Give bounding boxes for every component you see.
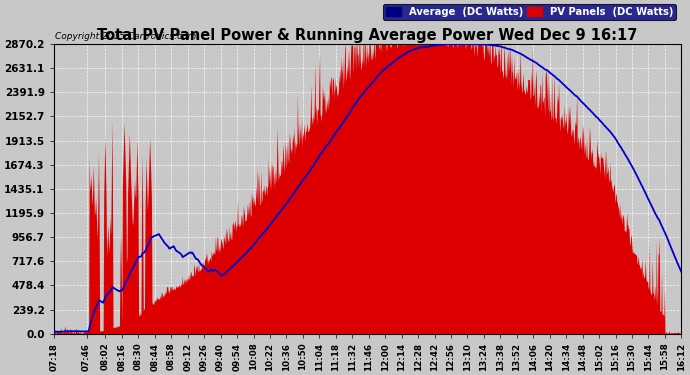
Text: Copyright 2015 Cartronics.com: Copyright 2015 Cartronics.com — [55, 32, 196, 41]
Title: Total PV Panel Power & Running Average Power Wed Dec 9 16:17: Total PV Panel Power & Running Average P… — [97, 28, 638, 43]
Legend: Average  (DC Watts), PV Panels  (DC Watts): Average (DC Watts), PV Panels (DC Watts) — [383, 4, 676, 20]
